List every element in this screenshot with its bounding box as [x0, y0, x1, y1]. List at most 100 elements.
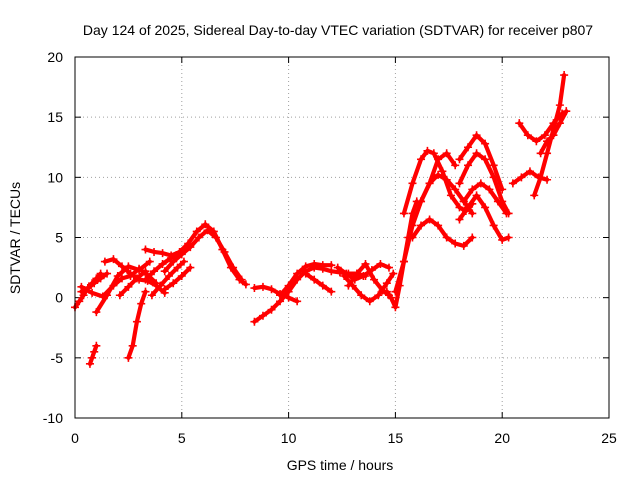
data-point-marker [399, 257, 408, 266]
data-point-marker [237, 275, 246, 284]
data-point-marker [267, 285, 276, 294]
data-point-marker [374, 291, 383, 300]
data-point-marker [399, 209, 408, 218]
data-point-marker [194, 233, 203, 242]
data-point-marker [158, 249, 167, 258]
data-point-marker [137, 299, 146, 308]
data-point-marker [389, 269, 398, 278]
data-point-marker [382, 279, 391, 288]
data-point-marker [135, 265, 144, 274]
data-point-marker [344, 281, 353, 290]
data-point-marker [555, 101, 564, 110]
y-tick-label: -10 [43, 410, 63, 426]
data-point-marker [156, 281, 165, 290]
data-point-marker [169, 257, 178, 266]
data-point-marker [464, 203, 473, 212]
x-tick-label: 10 [281, 430, 297, 446]
data-point-marker [468, 185, 477, 194]
data-point-marker [446, 191, 455, 200]
data-point-marker [408, 179, 417, 188]
data-point-marker [75, 297, 84, 306]
data-point-marker [293, 269, 302, 278]
plot-frame [74, 56, 610, 419]
data-point-marker [284, 281, 293, 290]
data-point-marker [88, 353, 97, 362]
data-point-marker [192, 227, 201, 236]
data-point-marker [560, 71, 569, 80]
data-point-marker [459, 241, 468, 250]
data-point-marker [141, 275, 150, 284]
data-point-marker [504, 233, 513, 242]
data-point-marker [258, 282, 267, 291]
data-point-marker [489, 173, 498, 182]
data-point-marker [141, 267, 150, 276]
data-point-marker [493, 197, 502, 206]
x-tick-label: 5 [178, 430, 186, 446]
data-point-marker [365, 297, 374, 306]
data-point-marker [126, 269, 135, 278]
series-line-arc-5 [94, 259, 152, 315]
y-tick-label: 15 [47, 109, 63, 125]
data-point-marker [438, 167, 447, 176]
data-point-marker [464, 143, 473, 152]
data-point-marker [160, 285, 169, 294]
series-line-arc-2 [87, 343, 99, 366]
axis-tick-labels: 0 5 10 15 20 25 -10 -5 0 5 10 15 20 [43, 49, 617, 446]
data-point-marker [525, 167, 534, 176]
data-point-marker [472, 149, 481, 158]
x-tick-label: 20 [494, 430, 510, 446]
data-point-marker [417, 221, 426, 230]
data-point-marker [201, 220, 210, 229]
data-point-marker [211, 233, 220, 242]
x-tick-label: 0 [71, 430, 79, 446]
data-point-marker [164, 272, 173, 281]
data-point-marker [376, 259, 385, 268]
data-point-marker [310, 275, 319, 284]
series-line-arc-6 [102, 257, 167, 295]
data-point-marker [220, 247, 229, 256]
data-point-marker [90, 347, 99, 356]
data-point-marker [408, 221, 417, 230]
y-axis-label: SDTVAR / TECUs [7, 182, 23, 294]
data-point-marker [472, 131, 481, 140]
data-point-marker [160, 267, 169, 276]
data-point-marker [361, 259, 370, 268]
data-point-marker [391, 303, 400, 312]
data-point-marker [540, 131, 549, 140]
series-line-arc-13 [162, 265, 193, 292]
chart-title: Day 124 of 2025, Sidereal Day-to-day VTE… [83, 22, 593, 38]
data-point-marker [88, 288, 97, 297]
data-point-marker [85, 359, 94, 368]
series-line-arc-9 [143, 222, 248, 287]
data-point-marker [543, 175, 552, 184]
data-point-marker [515, 119, 524, 128]
data-point-marker [451, 239, 460, 248]
data-point-marker [103, 291, 112, 300]
data-point-marker [549, 131, 558, 140]
data-point-marker [145, 257, 154, 266]
grid-lines [75, 57, 609, 418]
data-point-marker [370, 275, 379, 284]
data-point-marker [536, 173, 545, 182]
data-point-marker [150, 267, 159, 276]
data-point-marker [442, 149, 451, 158]
data-point-marker [384, 263, 393, 272]
data-point-marker [103, 269, 112, 278]
data-point-marker [327, 261, 336, 270]
data-point-marker [132, 317, 141, 326]
x-tick-label: 25 [601, 430, 617, 446]
series-line-arc-23 [401, 148, 475, 216]
data-point-marker [250, 317, 259, 326]
data-point-marker [459, 197, 468, 206]
data-point-marker [327, 287, 336, 296]
series-line-arc-12 [162, 228, 244, 282]
data-point-marker [77, 282, 86, 291]
data-point-marker [301, 262, 310, 271]
data-point-marker [464, 161, 473, 170]
data-point-marker [293, 297, 302, 306]
data-point-marker [96, 274, 105, 283]
data-point-marker [267, 305, 276, 314]
data-point-marker [532, 137, 541, 146]
data-point-marker [124, 353, 133, 362]
data-point-marker [543, 137, 552, 146]
